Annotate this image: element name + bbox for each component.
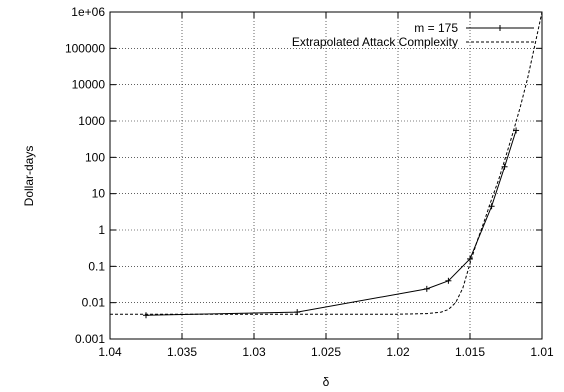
y-tick-label: 10000 [72, 78, 106, 92]
x-tick-label: 1.03 [242, 345, 266, 359]
legend-marker [497, 25, 503, 31]
y-tick-label: 100 [85, 150, 105, 164]
data-point-marker [423, 285, 430, 292]
x-axis-label: δ [323, 375, 330, 389]
legend-label: Extrapolated Attack Complexity [292, 35, 458, 49]
x-tick-label: 1.035 [167, 345, 197, 359]
y-tick-label: 1 [98, 223, 105, 237]
data-point-marker [445, 277, 452, 284]
x-tick-label: 1.015 [455, 345, 485, 359]
x-tick-label: 1.02 [386, 345, 410, 359]
y-tick-label: 0.01 [82, 296, 106, 310]
series-line-extrapolated [110, 11, 543, 315]
x-tick-label: 1.025 [311, 345, 341, 359]
y-tick-label: 1e+06 [71, 5, 105, 19]
grid [110, 12, 542, 339]
series-line-m175 [145, 130, 517, 316]
y-tick-label: 100000 [65, 41, 105, 55]
series-layer [110, 11, 543, 319]
plot-frame [109, 11, 543, 340]
x-tick-label: 1.01 [530, 345, 554, 359]
y-tick-label: 10 [92, 187, 106, 201]
x-tick-label: 1.04 [98, 345, 122, 359]
y-axis-label: Dollar-days [22, 146, 36, 207]
x-axis-ticks: 1.04 1.035 1.03 1.025 1.02 1.015 1.01 [98, 12, 554, 359]
y-tick-label: 0.1 [88, 259, 105, 273]
data-point-marker [143, 312, 149, 319]
y-axis-ticks: 0.001 0.01 0.1 1 10 100 1000 10000 100000 1e+06 [65, 5, 542, 346]
y-tick-label: 1000 [78, 114, 105, 128]
legend-label: m = 175 [414, 21, 458, 35]
data-point-marker [467, 255, 473, 262]
y-tick-label: 0.001 [75, 332, 105, 346]
